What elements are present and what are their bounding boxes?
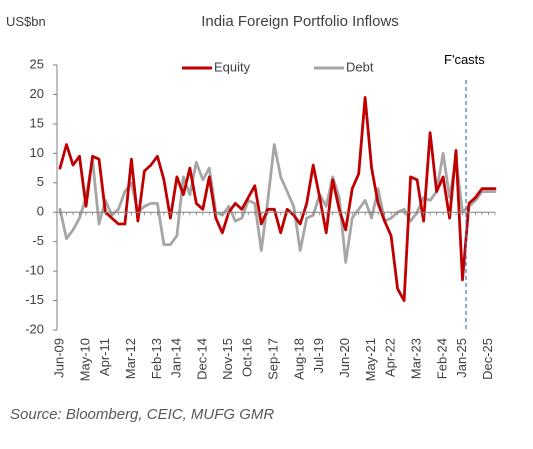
x-tick-label: Mar-12 xyxy=(123,338,138,379)
series-line-debt xyxy=(58,143,497,264)
legend-label-equity: Equity xyxy=(214,59,251,74)
legend-label-debt: Debt xyxy=(346,59,374,74)
x-tick-label: Feb-24 xyxy=(434,338,449,379)
x-tick-label: Jun-09 xyxy=(51,338,66,378)
y-tick-label: 10 xyxy=(30,145,44,160)
x-tick-label: Mar-23 xyxy=(409,338,424,379)
y-tick-label: -15 xyxy=(25,292,44,307)
x-tick-label: Apr-22 xyxy=(383,338,398,377)
legend: Equity Debt xyxy=(182,59,374,74)
chart-title: India Foreign Portfolio Inflows xyxy=(201,13,399,30)
x-tick-label: Jan-25 xyxy=(454,338,469,378)
series-layer xyxy=(58,96,497,303)
y-tick-label: 0 xyxy=(37,204,44,219)
y-tick-label: 20 xyxy=(30,86,44,101)
x-tick-label: May-10 xyxy=(77,338,92,381)
x-tick-label: Jan-14 xyxy=(168,338,183,378)
x-tick-label: Sep-17 xyxy=(266,338,281,380)
axes xyxy=(56,65,496,330)
x-tick-label: Feb-13 xyxy=(149,338,164,379)
y-tick-label: -5 xyxy=(32,233,44,248)
x-tick-label: Dec-14 xyxy=(194,338,209,380)
x-tick-label: Jul-19 xyxy=(311,338,326,373)
x-tick-label: Jun-20 xyxy=(337,338,352,378)
y-tick-label: 5 xyxy=(37,174,44,189)
x-tick-label: Apr-11 xyxy=(97,338,112,376)
x-axis-ticks: Jun-09 May-10 Apr-11 Mar-12 Feb-13 Jan-14 Dec-… xyxy=(51,338,495,381)
unit-label: US$bn xyxy=(6,14,46,29)
series-line-equity xyxy=(58,96,497,303)
y-tick-label: -10 xyxy=(25,263,44,278)
x-tick-label: Aug-18 xyxy=(292,338,307,380)
x-tick-label: May-21 xyxy=(363,338,378,381)
x-tick-label: Dec-25 xyxy=(480,338,495,380)
source-note: Source: Bloomberg, CEIC, MUFG GMR xyxy=(10,406,275,423)
x-tick-label: Oct-16 xyxy=(240,338,255,377)
y-tick-label: -20 xyxy=(25,321,44,336)
forecast-label: F'casts xyxy=(444,52,485,67)
y-tick-label: 15 xyxy=(30,115,44,130)
x-tick-label: Nov-15 xyxy=(220,338,235,380)
y-axis-ticks: -20 -15 -10 -5 0 5 10 15 20 25 xyxy=(25,56,57,336)
y-tick-label: 25 xyxy=(30,56,44,71)
